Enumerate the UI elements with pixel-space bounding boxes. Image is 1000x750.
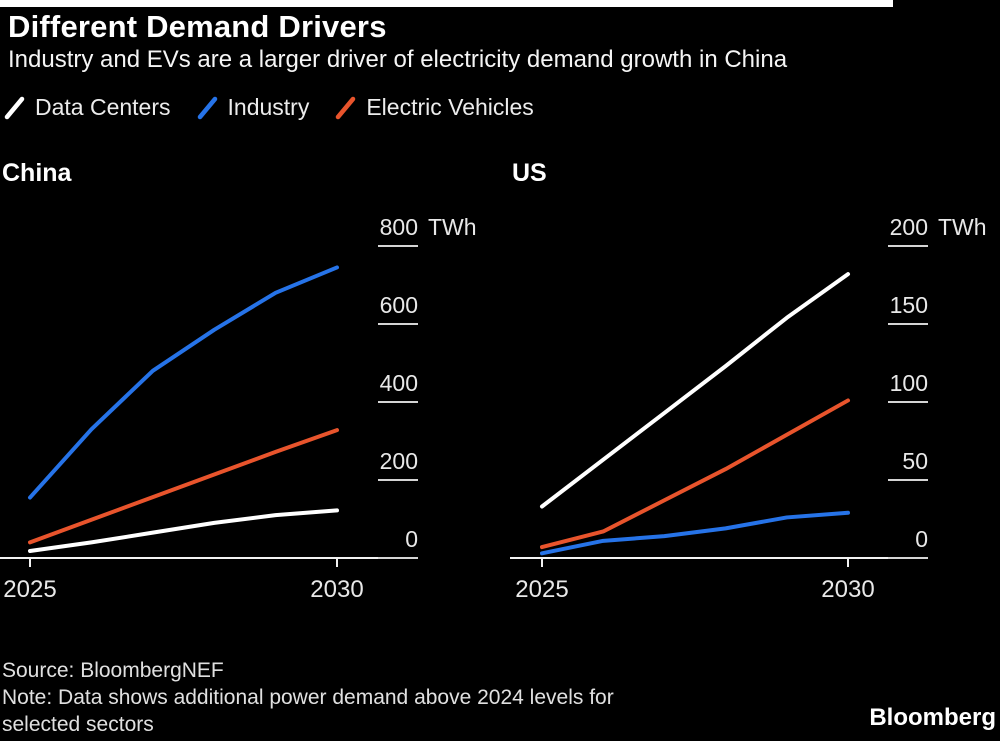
legend-label: Industry [227, 94, 310, 120]
legend-item-electric-vehicles: Electric Vehicles [335, 94, 534, 121]
y-tick-label: 0 [915, 526, 928, 552]
bloomberg-logo: Bloomberg [869, 704, 996, 731]
x-tick-label: 2030 [821, 576, 874, 603]
legend-item-industry: Industry [197, 94, 310, 121]
line-industry [540, 510, 850, 556]
line-industry [28, 265, 339, 500]
us-chart: 2025 2030 0 50 100 150 200 TWh [510, 214, 987, 603]
x-tick-label: 2025 [515, 576, 568, 603]
y-axis-unit: TWh [428, 214, 477, 240]
legend: Data Centers Industry Electric Vehicles [4, 94, 534, 121]
y-tick-label: 100 [890, 370, 928, 396]
chart-title-us: US [512, 159, 547, 187]
y-tick-label: 150 [890, 292, 928, 318]
legend-slash-icon [197, 96, 217, 119]
y-tick-label: 200 [890, 214, 928, 240]
page-subtitle: Industry and EVs are a larger driver of … [8, 46, 788, 73]
line-electric-vehicles [28, 428, 339, 545]
line-data-centers [28, 508, 339, 553]
y-tick-label: 800 [380, 214, 418, 240]
x-tick-label: 2025 [3, 576, 56, 603]
note-text-line2: selected sectors [2, 713, 154, 736]
page-title: Different Demand Drivers [8, 9, 387, 44]
note-text-line1: Note: Data shows additional power demand… [2, 686, 614, 709]
legend-item-data-centers: Data Centers [4, 94, 171, 121]
y-tick-label: 50 [902, 448, 928, 474]
line-data-centers [540, 272, 850, 509]
china-chart: 2025 2030 0 200 400 600 800 TWh [0, 214, 477, 603]
bottom-border [0, 741, 1000, 750]
source-text: Source: BloombergNEF [2, 659, 224, 682]
y-axis-unit: TWh [938, 214, 987, 240]
y-tick-label: 200 [380, 448, 418, 474]
legend-label: Data Centers [35, 94, 171, 120]
legend-slash-icon [4, 96, 25, 119]
x-tick-label: 2030 [310, 576, 363, 603]
line-electric-vehicles [540, 398, 850, 550]
legend-slash-icon [336, 96, 356, 119]
y-tick-label: 400 [380, 370, 418, 396]
y-tick-label: 0 [405, 526, 418, 552]
y-tick-label: 600 [380, 292, 418, 318]
legend-label: Electric Vehicles [366, 94, 534, 120]
top-border [0, 0, 893, 7]
chart-title-china: China [2, 159, 72, 187]
